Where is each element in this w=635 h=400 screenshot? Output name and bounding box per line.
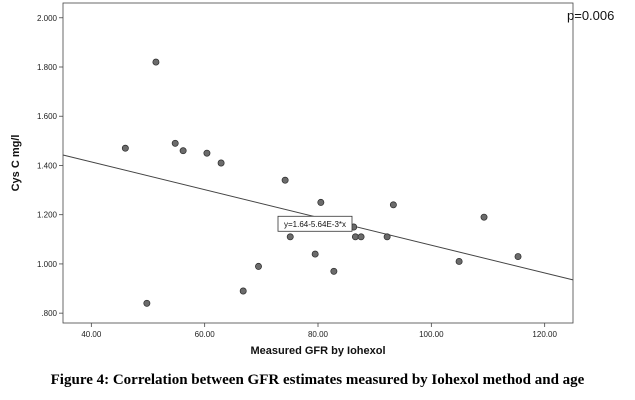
data-point xyxy=(455,258,463,265)
data-point xyxy=(255,262,262,270)
x-tick-label: 40.00 xyxy=(81,330,102,339)
equation-box xyxy=(277,215,353,232)
data-point xyxy=(217,159,225,167)
data-point xyxy=(286,233,294,241)
x-tick-label: 120.00 xyxy=(532,330,557,339)
data-point xyxy=(121,144,129,152)
data-point xyxy=(330,267,338,275)
data-point xyxy=(203,149,211,157)
data-points xyxy=(121,58,522,307)
scatter-chart: .800 1.000 1.200 1.400 1.600 1.800 2.000 40.00… xyxy=(10,2,614,357)
y-tick-label: .800 xyxy=(41,309,57,318)
data-point xyxy=(239,287,247,295)
figure-caption: Figure 4: Correlation between GFR estima… xyxy=(50,372,585,388)
y-axis-title: Cys C mg/l xyxy=(10,135,22,192)
data-point xyxy=(383,233,391,241)
data-point xyxy=(143,299,151,307)
equation-label: y=1.64-5.64E-3*x xyxy=(277,215,353,232)
y-tick-label: 1.600 xyxy=(37,112,58,121)
data-point xyxy=(311,250,319,258)
x-tick-label: 100.00 xyxy=(419,330,444,339)
y-tick-label: 1.800 xyxy=(37,63,58,72)
data-point xyxy=(389,201,397,209)
data-point xyxy=(179,147,187,155)
y-tick-label: 2.000 xyxy=(37,14,58,23)
y-tick-label: 1.200 xyxy=(37,211,58,220)
data-point xyxy=(480,213,488,221)
y-tick-label: 1.400 xyxy=(37,161,58,170)
data-point xyxy=(514,253,522,260)
equation-text: y=1.64-5.64E-3*x xyxy=(284,220,346,229)
x-tick-label: 80.00 xyxy=(308,330,329,339)
y-axis-ticks: .800 1.000 1.200 1.400 1.600 1.800 2.000 xyxy=(37,14,63,318)
data-point xyxy=(171,139,179,147)
plot-area xyxy=(62,2,574,324)
x-tick-label: 60.00 xyxy=(195,330,216,339)
data-point xyxy=(281,176,289,184)
data-point xyxy=(351,233,359,241)
x-axis-ticks: 40.00 60.00 80.00 100.00 120.00 xyxy=(81,323,557,339)
x-axis-title: Measured GFR by Iohexol xyxy=(250,345,385,357)
data-point xyxy=(317,198,325,206)
y-tick-label: 1.000 xyxy=(37,260,58,269)
data-point xyxy=(357,233,365,241)
p-value-annotation: p=0.006 xyxy=(567,8,614,23)
data-point xyxy=(152,58,160,66)
